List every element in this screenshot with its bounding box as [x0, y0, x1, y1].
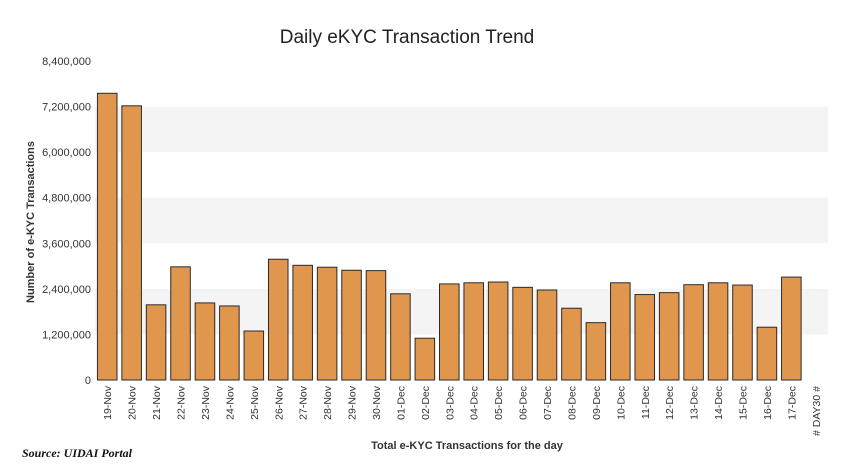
- bar: [121, 105, 142, 381]
- bar: [170, 266, 191, 381]
- x-tick-label: 24-Nov: [224, 385, 236, 420]
- x-tick-label: # DAY30 #: [811, 386, 823, 436]
- plot-bands: [95, 106, 828, 335]
- bar: [487, 281, 509, 381]
- x-tick-label: 27-Nov: [298, 385, 310, 420]
- x-tick-label: 22-Nov: [176, 385, 188, 420]
- x-tick-label: 21-Nov: [151, 385, 163, 420]
- x-tick-label: 20-Nov: [127, 385, 139, 420]
- bar: [267, 258, 289, 381]
- bar: [634, 294, 656, 381]
- y-tick-label: 1,200,000: [42, 329, 91, 341]
- bar: [463, 282, 484, 381]
- x-tick-label: 09-Dec: [591, 386, 603, 420]
- y-tick-label: 6,000,000: [42, 147, 91, 159]
- x-tick-label: 03-Dec: [444, 386, 456, 420]
- x-tick-label: 10-Dec: [615, 386, 627, 420]
- y-axis-label: Number of e-KYC Transactions: [25, 141, 37, 303]
- x-tick-label: 29-Nov: [347, 385, 359, 420]
- x-tick-label: 19-Nov: [102, 385, 114, 420]
- x-tick-label: 28-Nov: [322, 385, 334, 420]
- y-tick-label: 0: [85, 375, 91, 387]
- y-tick-label: 3,600,000: [42, 238, 91, 250]
- bar: [536, 289, 558, 381]
- x-tick-label: 26-Nov: [273, 385, 285, 420]
- y-tick-label: 8,400,000: [42, 56, 91, 68]
- plot-band: [95, 288, 828, 335]
- source-note: Source: UIDAI Portal: [22, 446, 133, 460]
- bar-series: [96, 92, 802, 381]
- x-tick-label: 08-Dec: [566, 386, 578, 420]
- x-tick-label: 14-Dec: [713, 386, 725, 420]
- plot-band: [95, 197, 828, 244]
- x-tick-label: 12-Dec: [664, 386, 676, 420]
- bar: [683, 284, 704, 381]
- bar: [707, 282, 729, 381]
- x-tick-label: 02-Dec: [420, 386, 432, 420]
- bar: [341, 269, 362, 381]
- x-tick-label: 05-Dec: [493, 386, 505, 420]
- y-tick-label: 4,800,000: [42, 193, 91, 205]
- bar: [365, 270, 387, 381]
- bar: [219, 305, 240, 381]
- bar: [316, 266, 338, 381]
- x-tick-label: 04-Dec: [469, 386, 481, 420]
- y-axis-ticks: 0 1,200,000 2,400,000 3,600,000 4,800,000 6,0…: [42, 56, 91, 387]
- bar: [585, 322, 607, 381]
- bar: [414, 337, 436, 381]
- x-tick-label: 15-Dec: [737, 386, 749, 420]
- bar: [732, 284, 753, 381]
- x-tick-label: 16-Dec: [762, 386, 774, 420]
- bar: [292, 264, 313, 381]
- bar: [781, 276, 802, 381]
- bar: [658, 292, 680, 381]
- x-axis-label: Total e-KYC Transactions for the day: [371, 440, 564, 452]
- x-tick-label: 17-Dec: [786, 386, 798, 420]
- x-tick-label: 30-Nov: [371, 385, 383, 420]
- bar: [96, 92, 118, 381]
- plot-band: [95, 106, 828, 153]
- bar: [390, 293, 411, 381]
- bar: [243, 330, 265, 381]
- x-tick-label: 11-Dec: [640, 386, 652, 419]
- bar: [512, 286, 533, 381]
- x-tick-label: 06-Dec: [518, 386, 530, 420]
- x-tick-label: 25-Nov: [249, 385, 261, 420]
- x-tick-label: 23-Nov: [200, 385, 212, 420]
- x-tick-label: 13-Dec: [689, 386, 701, 420]
- x-axis-ticks: 19-Nov 20-Nov 21-Nov 22-Nov 23-Nov 24-Nov 25-N…: [102, 385, 823, 436]
- bar: [561, 307, 582, 381]
- bar: [756, 326, 778, 381]
- bar: [145, 304, 167, 381]
- y-tick-label: 7,200,000: [42, 102, 91, 114]
- bar: [439, 283, 460, 381]
- chart-title: Daily eKYC Transaction Trend: [280, 27, 535, 48]
- bar: [610, 282, 631, 381]
- y-tick-label: 2,400,000: [42, 284, 91, 296]
- x-tick-label: 01-Dec: [395, 386, 407, 420]
- x-tick-label: 07-Dec: [542, 386, 554, 420]
- bar: [194, 302, 216, 381]
